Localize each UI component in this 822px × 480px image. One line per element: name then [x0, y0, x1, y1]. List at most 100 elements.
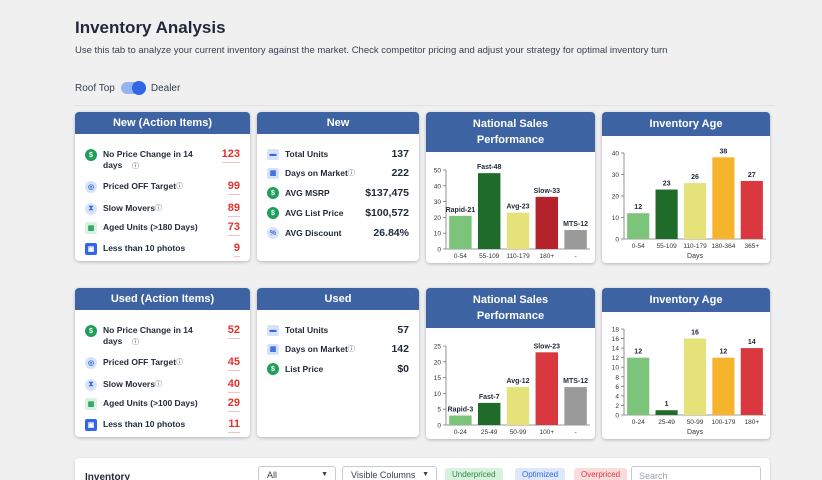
- bar[interactable]: [477, 402, 501, 425]
- bar[interactable]: [655, 410, 678, 415]
- action-item[interactable]: ▦ Aged Units (>180 Days): [85, 222, 233, 234]
- bar[interactable]: [627, 213, 650, 239]
- bar-label: 12: [634, 349, 642, 356]
- action-item-value: 11: [228, 418, 240, 433]
- car-icon: ▬: [267, 148, 279, 160]
- summary-item-value: 137: [391, 148, 409, 160]
- x-tick-label: -: [575, 429, 577, 436]
- summary-item-value: 26.84%: [373, 227, 409, 239]
- action-item[interactable]: ▦ Aged Units (>100 Days): [85, 398, 233, 410]
- search-input[interactable]: Search: [631, 466, 761, 480]
- calendar-icon: ▦: [267, 343, 279, 355]
- bar[interactable]: [683, 183, 707, 239]
- bar[interactable]: [506, 387, 530, 425]
- bar[interactable]: [449, 415, 472, 425]
- action-item[interactable]: $ No Price Change in 14 days ⓘ: [85, 149, 233, 171]
- x-tick-label: 100+: [539, 429, 554, 436]
- action-item[interactable]: ◎ Priced OFF Target ⓘ: [85, 181, 233, 193]
- bar-label: 12: [634, 204, 642, 211]
- action-item-label: Aged Units (>180 Days): [103, 222, 198, 232]
- action-item-label: Aged Units (>100 Days): [103, 398, 198, 408]
- info-icon[interactable]: ⓘ: [132, 339, 139, 346]
- page-title: Inventory Analysis: [75, 18, 226, 37]
- bar[interactable]: [655, 189, 678, 239]
- action-item[interactable]: ▣ Less than 10 photos: [85, 419, 233, 431]
- summary-item-value: $0: [397, 363, 409, 375]
- bar-label: MTS-12: [563, 221, 588, 228]
- bar[interactable]: [712, 157, 735, 239]
- target-icon: ◎: [85, 357, 97, 369]
- action-item-label: Priced OFF Target: [103, 181, 177, 191]
- used-inventory-age-chart: 0 2 4 6 8 10 12 14 16 18 12 0-24 1 25-49 16 50-99 12 100-…: [612, 327, 766, 436]
- action-item-value: 29: [227, 397, 240, 412]
- action-item[interactable]: ▣ Less than 10 photos: [85, 243, 233, 255]
- bar-label: 38: [720, 148, 728, 155]
- info-icon[interactable]: ⓘ: [347, 346, 355, 353]
- bar[interactable]: [740, 348, 763, 415]
- y-tick-label: 5: [437, 407, 441, 414]
- bar[interactable]: [535, 352, 559, 425]
- bar-label: 27: [748, 172, 756, 179]
- overpriced-pill[interactable]: Overpriced: [574, 468, 628, 480]
- summary-item-label: AVG MSRP: [285, 188, 330, 198]
- optimized-pill[interactable]: Optimized: [515, 468, 566, 480]
- scope-toggle[interactable]: [120, 81, 146, 95]
- inventory-title: Inventory: [85, 472, 131, 480]
- info-icon[interactable]: ⓘ: [132, 163, 139, 170]
- bar[interactable]: [506, 212, 530, 249]
- y-tick-label: 14: [612, 346, 620, 353]
- bar[interactable]: [535, 196, 559, 249]
- bar[interactable]: [477, 173, 501, 249]
- info-icon[interactable]: ⓘ: [176, 359, 184, 366]
- info-icon[interactable]: ⓘ: [347, 170, 355, 177]
- scope-toggle-row: Roof Top Dealer: [75, 81, 180, 95]
- summary-item-value: 57: [397, 324, 409, 336]
- y-tick-label: 8: [615, 374, 619, 381]
- info-icon[interactable]: ⓘ: [154, 381, 162, 388]
- bar[interactable]: [449, 215, 472, 249]
- bar[interactable]: [712, 357, 735, 415]
- bar[interactable]: [564, 230, 587, 249]
- summary-item: $ AVG List Price $100,572: [267, 207, 409, 219]
- hourglass-icon: ⧗: [85, 203, 97, 215]
- visible-columns-select[interactable]: Visible Columns ▼: [342, 466, 437, 480]
- dollar-icon: $: [267, 187, 279, 199]
- summary-item-label: List Price: [285, 364, 324, 374]
- summary-item-label: AVG Discount: [285, 228, 342, 238]
- x-tick-label: 110-179: [506, 253, 530, 260]
- summary-item-label: Total Units: [285, 325, 329, 335]
- bar[interactable]: [564, 387, 587, 425]
- new-national-sales-chart: 0 10 20 30 40 50 Rapid-21 0-54 Fast-48 55-109 Avg-…: [434, 164, 590, 260]
- action-item-value: 89: [227, 202, 240, 217]
- y-tick-label: 10: [612, 365, 620, 372]
- y-tick-label: 30: [434, 199, 442, 206]
- chevron-down-icon: ▼: [321, 471, 328, 478]
- info-icon[interactable]: ⓘ: [154, 205, 162, 212]
- action-item[interactable]: $ No Price Change in 14 days ⓘ: [85, 325, 233, 347]
- summary-item: $ List Price $0: [267, 363, 409, 375]
- filter-select[interactable]: All ▼: [258, 466, 336, 480]
- bar-label: Fast-48: [477, 164, 502, 171]
- bar[interactable]: [740, 180, 763, 239]
- x-tick-label: 180-364: [711, 243, 735, 250]
- calendar-icon: ▦: [85, 398, 97, 410]
- info-icon[interactable]: ⓘ: [176, 183, 184, 190]
- y-tick-label: 15: [434, 375, 442, 382]
- action-item[interactable]: ⧗ Slow Movers ⓘ: [85, 379, 233, 391]
- bar[interactable]: [627, 357, 650, 415]
- y-tick-label: 30: [612, 172, 620, 179]
- card-title: Used: [257, 288, 419, 310]
- action-item-value: 99: [227, 180, 240, 195]
- y-tick-label: 0: [615, 237, 619, 244]
- summary-item-value: $137,475: [365, 187, 409, 199]
- action-item[interactable]: ◎ Priced OFF Target ⓘ: [85, 357, 233, 369]
- action-item[interactable]: ⧗ Slow Movers ⓘ: [85, 203, 233, 215]
- x-tick-label: 55-109: [479, 253, 500, 260]
- bar[interactable]: [683, 338, 707, 415]
- underpriced-pill[interactable]: Underpriced: [445, 468, 503, 480]
- y-tick-label: 18: [612, 327, 620, 334]
- y-tick-label: 20: [434, 215, 442, 222]
- card-title: National Sales Performance: [426, 288, 595, 328]
- used-national-sales-card: National Sales Performance 0 5 10 15 20 25 Rap…: [426, 288, 595, 439]
- x-tick-label: 0-54: [454, 253, 467, 260]
